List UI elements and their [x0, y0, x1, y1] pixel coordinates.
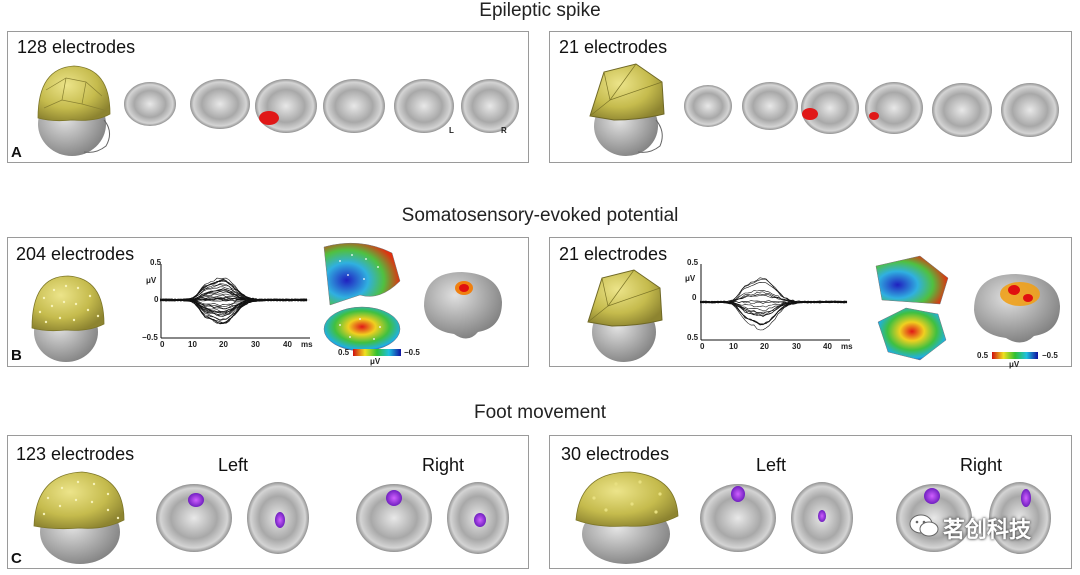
head-cap-123 — [33, 471, 125, 564]
electrode-count: 21 electrodes — [559, 37, 668, 57]
x-tick-20: 20 — [760, 342, 769, 351]
butterfly-plot-204 — [160, 264, 310, 339]
y-top-tick: 0.5 — [150, 258, 162, 267]
wechat-icon — [909, 514, 939, 537]
head-cap-128 — [37, 65, 111, 156]
butterfly-plot-21 — [700, 264, 850, 341]
trace — [160, 296, 308, 302]
scale-max: 0.5 — [338, 348, 350, 357]
x-tick-30: 30 — [251, 340, 260, 349]
y-top-tick: 0.5 — [687, 258, 699, 267]
trace — [160, 298, 308, 325]
panel-letter: B — [11, 347, 22, 364]
trace — [700, 281, 848, 304]
right-label: Right — [422, 455, 465, 475]
panel-b-left: 204 electrodes B 0.5 μV 0 −0.5 0 10 20 3… — [7, 237, 529, 367]
electrode-count: 21 electrodes — [559, 244, 668, 264]
right-label: Right — [960, 455, 1003, 475]
head-cap-21-sep — [587, 269, 663, 362]
section-title-sep: Somatosensory-evoked potential — [401, 205, 679, 226]
scale-min: −0.5 — [1042, 351, 1058, 360]
left-label: Left — [756, 455, 787, 475]
trace — [160, 298, 308, 324]
cortex-render-21 — [974, 274, 1060, 343]
y-unit: μV — [146, 276, 157, 285]
y-zero-tick: 0 — [692, 293, 697, 302]
brain-slices-c-left — [156, 482, 509, 554]
trace — [160, 277, 308, 302]
topomaps-21 — [875, 255, 949, 361]
trace — [700, 279, 848, 304]
x-tick-10: 10 — [188, 340, 197, 349]
section-title-epileptic-spike: Epileptic spike — [479, 0, 601, 21]
x-tick-30: 30 — [792, 342, 801, 351]
trace — [160, 279, 308, 302]
y-unit: μV — [685, 274, 696, 283]
electrode-count: 123 electrodes — [16, 444, 135, 464]
head-cap-30 — [575, 471, 679, 564]
left-label: Left — [218, 455, 249, 475]
head-cap-21 — [589, 63, 665, 156]
x-tick-0: 0 — [700, 342, 705, 351]
trace — [700, 300, 848, 314]
lr-right-label: R — [501, 126, 507, 135]
spike-source — [259, 111, 279, 125]
lr-left-label: L — [449, 126, 454, 135]
panel-c-left: 123 electrodes C Left Right — [7, 435, 529, 569]
x-tick-40: 40 — [283, 340, 292, 349]
trace — [700, 277, 848, 304]
brain-slices-c-right — [700, 482, 1051, 554]
trace — [700, 300, 848, 317]
electrode-count: 30 electrodes — [561, 444, 670, 464]
brain-slices-a-right — [684, 82, 1059, 137]
watermark-text: 茗创科技 — [943, 517, 1032, 542]
panel-a-left: 128 electrodes A L R — [7, 31, 529, 163]
trace — [160, 278, 308, 302]
electrode-count: 128 electrodes — [17, 37, 136, 57]
head-cap-204 — [31, 275, 105, 362]
x-tick-0: 0 — [160, 340, 165, 349]
trace — [700, 300, 848, 315]
brain-slices-a-left — [124, 79, 519, 133]
color-scale-bar — [992, 352, 1038, 359]
scale-max: 0.5 — [977, 351, 989, 360]
x-unit: ms — [301, 340, 313, 349]
panel-letter: C — [11, 550, 22, 567]
panel-c-right: 30 electrodes Left Right 茗创科技 — [549, 435, 1072, 569]
color-scale-bar — [353, 349, 401, 356]
panel-a-right: 21 electrodes — [549, 31, 1072, 163]
y-bottom-tick: −0.5 — [142, 333, 158, 342]
y-bottom-tick: 0.5 — [687, 333, 699, 342]
scale-unit: μV — [370, 357, 381, 366]
trace — [700, 300, 848, 317]
y-zero-tick: 0 — [154, 295, 159, 304]
x-tick-20: 20 — [219, 340, 228, 349]
x-tick-10: 10 — [729, 342, 738, 351]
section-title-foot-movement: Foot movement — [474, 402, 606, 423]
topomaps-204 — [323, 242, 401, 351]
x-unit: ms — [841, 342, 853, 351]
x-tick-40: 40 — [823, 342, 832, 351]
trace — [700, 300, 848, 331]
scale-min: −0.5 — [404, 348, 420, 357]
trace — [160, 298, 308, 308]
panel-b-right: 21 electrodes 0.5 μV 0 0.5 0 10 20 30 40… — [549, 237, 1072, 369]
scale-unit: μV — [1009, 360, 1020, 369]
trace — [160, 298, 308, 324]
cortex-render-204 — [424, 272, 502, 339]
panel-letter: A — [11, 144, 22, 161]
electrode-count: 204 electrodes — [16, 244, 135, 264]
